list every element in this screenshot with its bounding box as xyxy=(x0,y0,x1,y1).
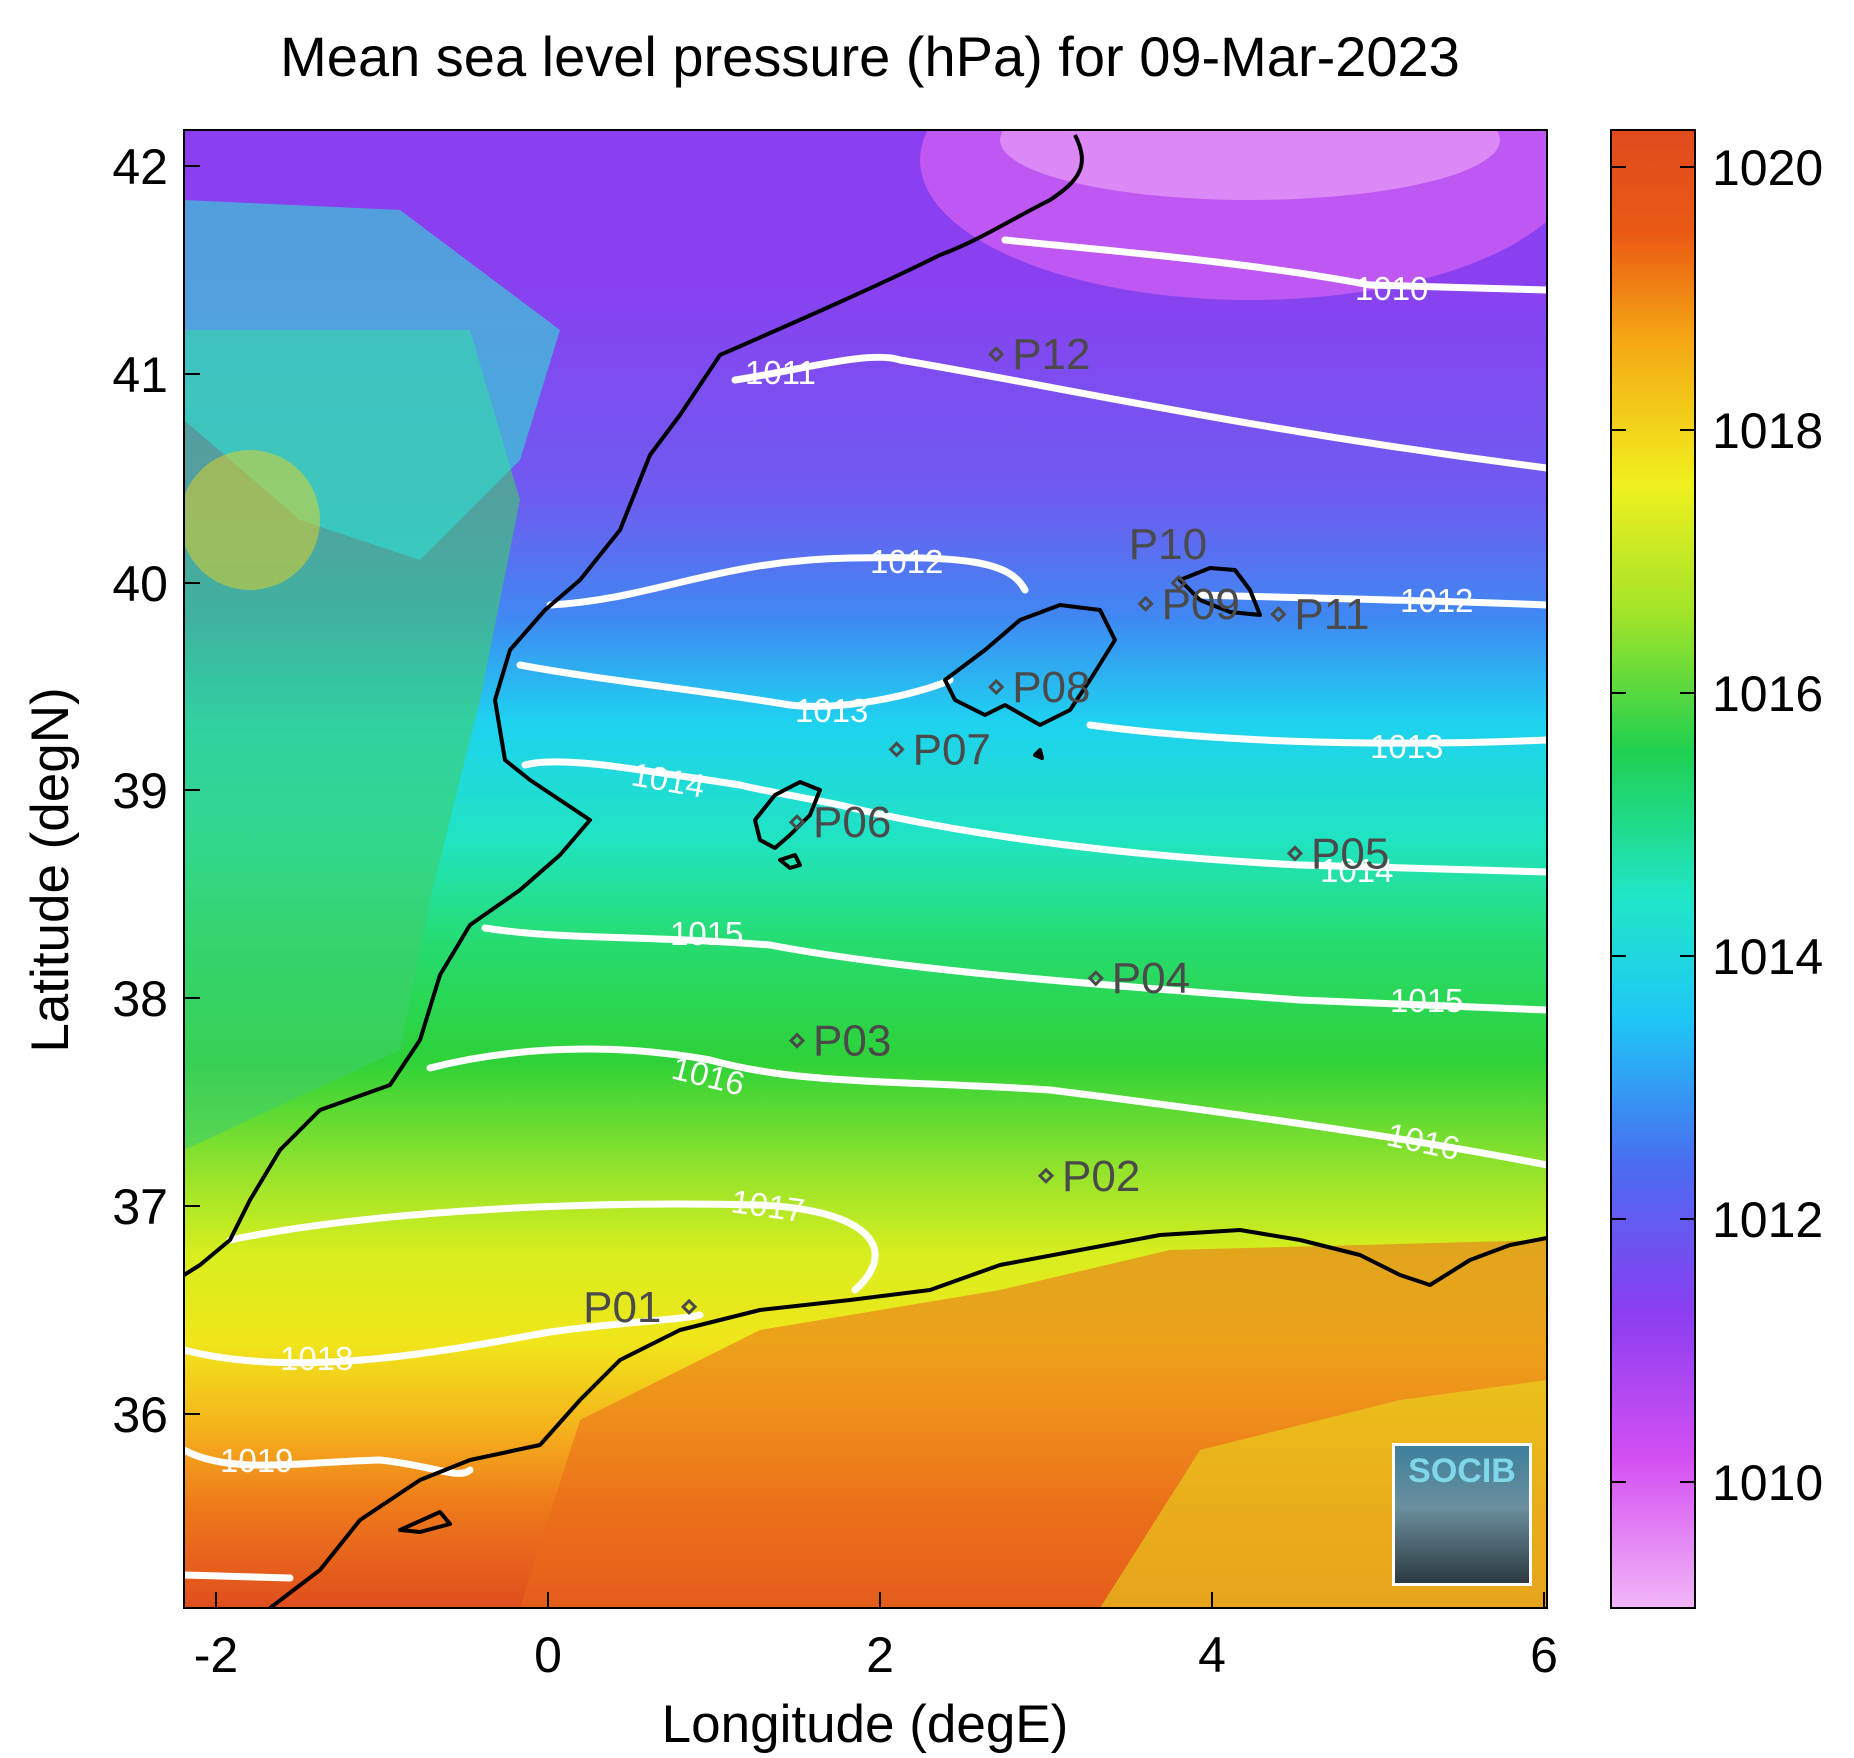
isobar-1011 xyxy=(731,353,1547,472)
station-marker-p06 xyxy=(788,814,806,831)
coastline-iberia xyxy=(184,134,1084,1277)
isobar-label-1019: 1019 xyxy=(220,1442,293,1479)
isobars xyxy=(184,236,1547,1582)
colorbar-tick-label: 1020 xyxy=(1712,140,1823,196)
station-label-p03: P03 xyxy=(813,1017,891,1066)
coastline-ibiza xyxy=(753,780,822,850)
colorbar-tick-label: 1012 xyxy=(1712,1192,1823,1248)
station-marker-p08 xyxy=(988,678,1005,696)
colorbar-tick-label: 1016 xyxy=(1712,666,1823,722)
coastline-mallorca xyxy=(943,603,1117,727)
isobar-1019 xyxy=(184,1446,474,1477)
axis-ticks xyxy=(184,165,1545,1608)
station-marker-p02 xyxy=(1037,1167,1055,1184)
isobar-1018 xyxy=(184,1311,704,1367)
x-tick-label: -2 xyxy=(194,1627,238,1683)
isobar-label-1010: 1010 xyxy=(1355,270,1428,307)
y-axis-label: Latitude (degN) xyxy=(21,687,80,1052)
colorbar-tick-label: 1014 xyxy=(1712,929,1823,985)
isobar-1013 xyxy=(516,661,1547,747)
y-tick-label: 42 xyxy=(112,139,168,195)
station-marker-p12 xyxy=(988,346,1005,363)
station-label-p12: P12 xyxy=(1012,330,1090,379)
station-label-p02: P02 xyxy=(1062,1152,1140,1201)
station-label-p04: P04 xyxy=(1112,954,1190,1003)
coastline-menorca xyxy=(1178,566,1262,617)
isobar-label-1012: 1012 xyxy=(870,543,943,580)
isobar-1010 xyxy=(1001,236,1547,294)
y-tick-labels: 42 41 40 39 38 37 36 xyxy=(112,139,168,1443)
isobar-1014 xyxy=(521,758,1547,876)
x-tick-labels: -2 0 2 4 6 xyxy=(194,1627,1558,1683)
station-marker-p05 xyxy=(1286,845,1304,862)
isobar-label-1013: 1013 xyxy=(795,692,868,729)
isobar-label-1015b: 1015 xyxy=(1390,982,1463,1019)
station-marker-p11 xyxy=(1270,606,1287,623)
colorbar-tick-labels: 1020 1018 1016 1014 1012 1010 xyxy=(1712,140,1823,1511)
coastline-formentera xyxy=(778,853,802,870)
colorbar-tick-label: 1010 xyxy=(1712,1455,1823,1511)
x-tick-label: 4 xyxy=(1198,1627,1226,1683)
station-label-p10: P10 xyxy=(1129,520,1207,569)
colorbar-tick-label: 1018 xyxy=(1712,403,1823,459)
y-tick-label: 37 xyxy=(112,1179,168,1235)
map-title: Mean sea level pressure (hPa) for 09-Mar… xyxy=(280,25,1460,88)
colorbar xyxy=(1610,129,1696,1609)
isobar-labels: 1010 1011 1012 1012 1013 1013 1014 1014 … xyxy=(220,270,1473,1479)
station-label-p07: P07 xyxy=(913,725,991,774)
station-label-p09: P09 xyxy=(1162,580,1240,629)
isobar-1016 xyxy=(426,1045,1547,1169)
isobar-1020 xyxy=(184,1571,294,1582)
logo-text: SOCIB xyxy=(1408,1452,1516,1490)
coastline-alboran xyxy=(398,1510,452,1534)
isobar-label-1015: 1015 xyxy=(670,915,743,952)
coastline-africa xyxy=(268,1228,1547,1608)
socib-logo: SOCIB xyxy=(1392,1443,1532,1586)
station-label-p06: P06 xyxy=(813,798,891,847)
station-marker-p10 xyxy=(1170,574,1187,592)
station-marker-p07 xyxy=(888,741,905,758)
station-label-p05: P05 xyxy=(1311,829,1389,878)
isobar-label-1013b: 1013 xyxy=(1370,728,1443,765)
station-marker-p01 xyxy=(680,1298,698,1315)
isobar-1012 xyxy=(546,554,1547,609)
y-tick-label: 38 xyxy=(112,971,168,1027)
isobar-label-1012b: 1012 xyxy=(1400,582,1473,619)
isobar-1015 xyxy=(481,924,1547,1014)
y-tick-label: 39 xyxy=(112,763,168,819)
isobar-1017 xyxy=(226,1200,879,1294)
y-tick-label: 36 xyxy=(112,1387,168,1443)
colorbar-ticks xyxy=(1611,166,1695,1483)
coastline xyxy=(184,134,1547,1608)
isobar-label-1014b: 1014 xyxy=(1320,852,1393,889)
isobar-label-1018: 1018 xyxy=(280,1340,353,1377)
x-axis-label: Longitude (degE) xyxy=(662,1695,1069,1754)
station-marker-p09 xyxy=(1137,595,1154,612)
x-tick-label: 6 xyxy=(1530,1627,1558,1683)
plot-frame xyxy=(183,129,1548,1609)
station-points: P01 P02 P03 P04 P05 P06 P07 P08 P09 P10 P11 P12 xyxy=(583,330,1389,1332)
coastline-cabrera xyxy=(1033,748,1044,760)
x-tick-label: 2 xyxy=(866,1627,894,1683)
isobar-label-1011: 1011 xyxy=(745,354,816,391)
x-tick-label: 0 xyxy=(534,1627,562,1683)
y-tick-label: 40 xyxy=(112,556,168,612)
station-label-p08: P08 xyxy=(1012,663,1090,712)
y-tick-label: 41 xyxy=(112,347,168,403)
station-marker-p04 xyxy=(1087,970,1104,987)
station-label-p11: P11 xyxy=(1294,590,1369,639)
station-label-p01: P01 xyxy=(583,1283,661,1332)
station-marker-p03 xyxy=(788,1032,806,1049)
